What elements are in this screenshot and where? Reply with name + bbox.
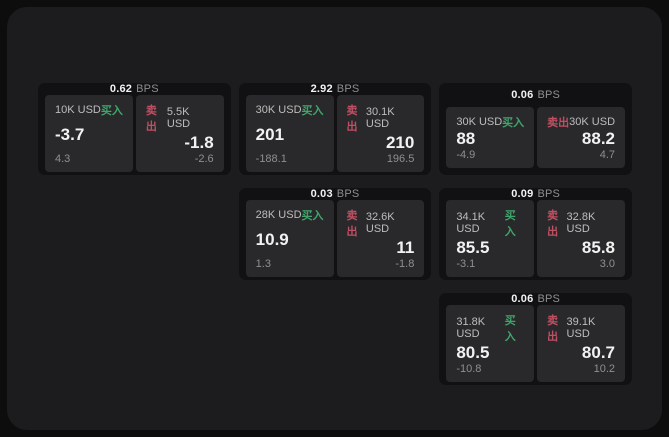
buy-delta: 4.3 (55, 152, 71, 165)
buy-label: 买入 (301, 210, 324, 222)
buy-price: 201 (255, 125, 285, 144)
sell-quote-panel[interactable]: 卖出 32.8K USD 85.8 3.0 (537, 200, 626, 277)
sell-price: -1.8 (184, 133, 214, 152)
sell-label: 卖出 (547, 315, 559, 343)
bps-header: 2.92 BPS (239, 83, 432, 95)
quote-grid: 0.62 BPS 10K USD 买入 -3.7 4.3 卖出 5.5K USD (7, 7, 662, 385)
quote-body: 30K USD 买入 201 -188.1 卖出 30.1K USD 210 1… (239, 95, 432, 179)
bps-unit-label: BPS (136, 83, 159, 95)
sell-label: 卖出 (346, 210, 358, 238)
sell-quote-panel[interactable]: 卖出 30.1K USD 210 196.5 (336, 95, 425, 172)
buy-delta: -10.8 (456, 362, 482, 375)
bps-header: 0.03 BPS (239, 188, 432, 200)
buy-amount: 30K USD (255, 104, 302, 116)
sell-label: 卖出 (547, 210, 559, 238)
buy-amount: 28K USD (255, 209, 302, 221)
buy-label: 买入 (301, 105, 324, 117)
sell-amount: 30K USD (569, 116, 616, 128)
sell-amount: 32.8K USD (566, 211, 596, 235)
buy-price: 10.9 (255, 230, 289, 249)
bps-header: 0.06 BPS (439, 83, 632, 107)
sell-delta: 3.0 (599, 257, 616, 270)
bps-value: 0.06 (511, 89, 534, 101)
sell-amount: 5.5K USD (166, 106, 191, 130)
quote-card: 0.09 BPS 34.1K USD 买入 85.5 -3.1 卖出 32.8K… (439, 188, 632, 280)
sell-quote-panel[interactable]: 卖出 39.1K USD 80.7 10.2 (537, 305, 626, 382)
sell-price: 210 (385, 133, 415, 152)
buy-delta: 1.3 (255, 257, 271, 270)
sell-delta: 10.2 (593, 362, 616, 375)
quote-body: 31.8K USD 买入 80.5 -10.8 卖出 39.1K USD 80.… (439, 305, 632, 389)
bps-header: 0.62 BPS (38, 83, 231, 95)
buy-label: 买入 (100, 105, 123, 117)
sell-quote-panel[interactable]: 卖出 30K USD 88.2 4.7 (537, 107, 626, 168)
main-panel: 0.62 BPS 10K USD 买入 -3.7 4.3 卖出 5.5K USD (7, 7, 662, 430)
bps-unit-label: BPS (537, 293, 561, 305)
buy-amount: 10K USD (55, 104, 101, 116)
bps-unit-label: BPS (336, 83, 360, 95)
buy-amount: 30K USD (456, 116, 503, 128)
bps-unit-label: BPS (537, 89, 561, 101)
sell-delta: -1.8 (395, 257, 415, 270)
sell-delta: -2.6 (194, 152, 214, 165)
buy-quote-panel[interactable]: 31.8K USD 买入 80.5 -10.8 (446, 305, 535, 382)
buy-quote-panel[interactable]: 30K USD 买入 201 -188.1 (245, 95, 334, 172)
buy-label: 买入 (504, 210, 516, 238)
buy-price: -3.7 (55, 125, 85, 144)
quote-card: 2.92 BPS 30K USD 买入 201 -188.1 卖出 30.1K … (238, 83, 432, 175)
buy-delta: -4.9 (456, 149, 476, 161)
bps-header: 0.06 BPS (439, 293, 632, 305)
buy-amount: 31.8K USD (456, 316, 486, 340)
quote-card: 0.06 BPS 30K USD 买入 88 -4.9 卖出 30K USD (439, 83, 632, 175)
buy-quote-panel[interactable]: 10K USD 买入 -3.7 4.3 (45, 95, 133, 172)
sell-price: 85.8 (581, 238, 616, 257)
buy-delta: -188.1 (255, 152, 287, 165)
bps-unit-label: BPS (537, 188, 561, 200)
bps-header: 0.09 BPS (439, 188, 632, 200)
quote-body: 10K USD 买入 -3.7 4.3 卖出 5.5K USD -1.8 -2.… (38, 95, 231, 179)
buy-price: 85.5 (456, 238, 490, 257)
sell-label: 卖出 (547, 117, 570, 129)
bps-value: 0.06 (511, 293, 534, 305)
buy-quote-panel[interactable]: 34.1K USD 买入 85.5 -3.1 (446, 200, 535, 277)
sell-amount: 32.6K USD (365, 211, 395, 235)
buy-delta: -3.1 (456, 257, 476, 270)
sell-delta: 196.5 (386, 152, 415, 165)
sell-delta: 4.7 (599, 149, 616, 161)
buy-label: 买入 (504, 315, 516, 343)
buy-amount: 34.1K USD (456, 211, 486, 235)
quote-body: 28K USD 买入 10.9 1.3 卖出 32.6K USD 11 -1.8 (239, 200, 432, 284)
buy-label: 买入 (502, 117, 525, 129)
quote-card: 0.62 BPS 10K USD 买入 -3.7 4.3 卖出 5.5K USD (38, 83, 231, 175)
sell-quote-panel[interactable]: 卖出 5.5K USD -1.8 -2.6 (135, 95, 224, 172)
buy-quote-panel[interactable]: 28K USD 买入 10.9 1.3 (245, 200, 334, 277)
sell-price: 11 (396, 238, 415, 257)
sell-amount: 30.1K USD (365, 106, 395, 130)
sell-amount: 39.1K USD (566, 316, 596, 340)
quote-body: 34.1K USD 买入 85.5 -3.1 卖出 32.8K USD 85.8… (439, 200, 632, 284)
bps-value: 0.62 (109, 83, 133, 95)
sell-price: 80.7 (581, 343, 616, 362)
bps-value: 2.92 (310, 83, 333, 95)
buy-quote-panel[interactable]: 30K USD 买入 88 -4.9 (446, 107, 535, 168)
bps-value: 0.03 (310, 188, 333, 200)
bps-value: 0.09 (511, 188, 534, 200)
bps-unit-label: BPS (336, 188, 360, 200)
quote-card: 0.03 BPS 28K USD 买入 10.9 1.3 卖出 32.6K US… (238, 188, 432, 280)
buy-price: 88 (456, 129, 476, 149)
buy-price: 80.5 (456, 343, 490, 362)
sell-label: 卖出 (145, 105, 157, 133)
sell-price: 88.2 (581, 129, 616, 149)
quote-card: 0.06 BPS 31.8K USD 买入 80.5 -10.8 卖出 39.1… (439, 293, 632, 385)
quote-body: 30K USD 买入 88 -4.9 卖出 30K USD 88.2 4.7 (439, 107, 632, 175)
sell-quote-panel[interactable]: 卖出 32.6K USD 11 -1.8 (336, 200, 425, 277)
sell-label: 卖出 (346, 105, 358, 133)
